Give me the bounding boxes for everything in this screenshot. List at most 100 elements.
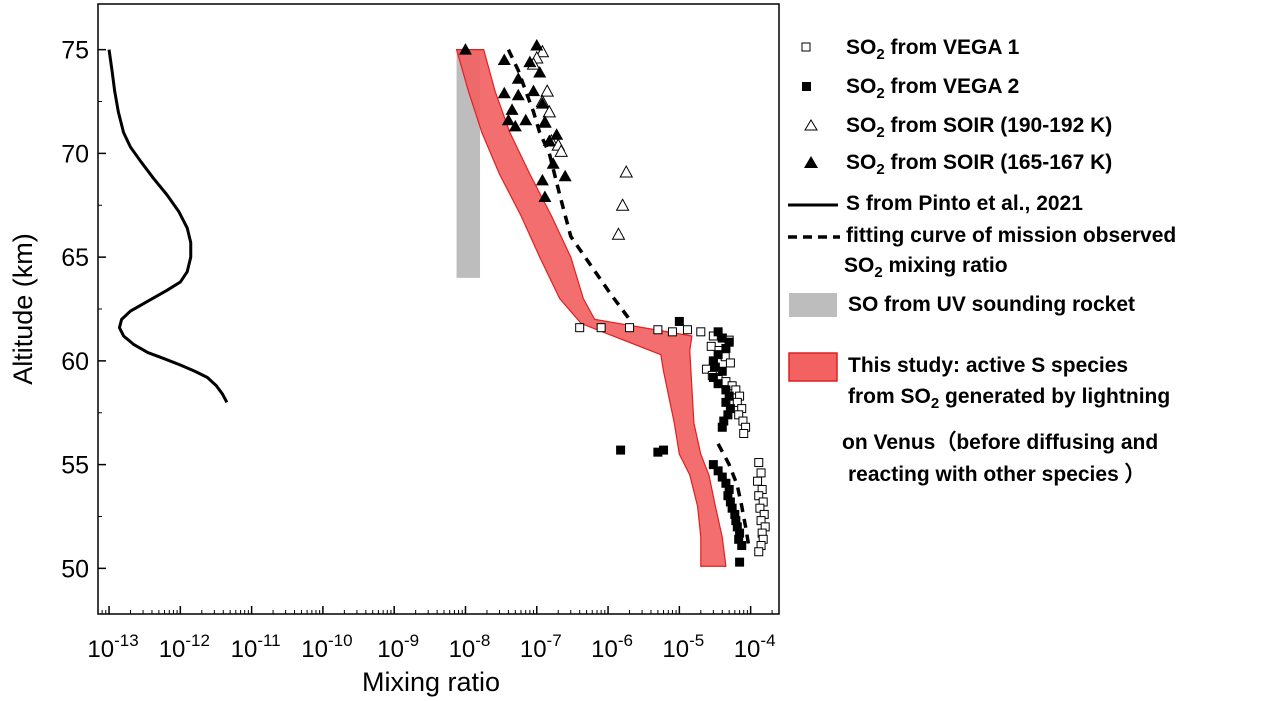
y-tick-label: 60 [61, 348, 89, 376]
soir-165-point [501, 113, 515, 126]
soir-190-point [619, 165, 634, 178]
points-layer [458, 38, 770, 567]
legend-label-pinto: S from Pinto et al., 2021 [846, 192, 1083, 215]
soir-165-point [535, 97, 549, 109]
soir-190-point [542, 104, 557, 118]
dashed-line-icon [788, 235, 840, 239]
soir-165-point [523, 55, 537, 68]
vega2-point [710, 362, 720, 372]
legend-label-soir190: SO2 from SOIR (190-192 K) [846, 114, 1113, 141]
soir-190-point [611, 227, 626, 240]
vega2-point [674, 316, 684, 326]
vega2-point [725, 404, 735, 414]
y-tick-label: 70 [61, 140, 89, 168]
vega1-point [754, 458, 764, 468]
legend-label-study-line2: from SO2 generated by lightning [848, 385, 1171, 412]
vega2-point [725, 497, 735, 507]
y-tick-label: 75 [61, 37, 89, 65]
soir-165-point [458, 43, 472, 55]
vega2-point [717, 333, 727, 343]
filled-square-marker-icon [802, 82, 811, 91]
vega2-point [713, 379, 723, 389]
vega2-point [721, 343, 731, 353]
soir-165-point [535, 173, 549, 186]
vega1-point [754, 547, 764, 557]
legend-label-study-line4: reacting with other species ） [848, 463, 1146, 486]
legend-label-vega1: SO2 from VEGA 1 [846, 36, 1020, 63]
soir-165-point [511, 72, 525, 84]
soir-165-point [530, 38, 544, 51]
x-tick-label: 10-5 [662, 631, 704, 663]
vega2-point [653, 447, 663, 457]
pinto-s-curve [107, 49, 229, 404]
gray-band-icon [789, 293, 837, 317]
legend-label-fit-line2: SO2 mixing ratio [844, 254, 1008, 281]
x-axis-label: Mixing ratio [362, 667, 500, 697]
vega1-point [653, 325, 663, 335]
legend-label-vega2: SO2 from VEGA 2 [846, 75, 1020, 102]
soir-190-point [615, 198, 630, 211]
x-tick-label: 10-10 [301, 631, 352, 663]
vega2-point [659, 445, 669, 455]
vega2-point [724, 391, 734, 401]
bands-layer [455, 49, 727, 567]
soir-165-point [546, 157, 560, 169]
open-square-marker-icon [801, 42, 811, 52]
soir-165-point [508, 119, 522, 132]
soir-165-point [527, 84, 541, 97]
vega1-point [701, 364, 711, 374]
vega1-point [696, 327, 706, 337]
vega2-point [717, 422, 727, 432]
vega2-point [735, 528, 745, 538]
y-tick-label: 65 [61, 244, 89, 272]
soir-165-point [533, 65, 547, 78]
x-tick-label: 10-6 [591, 631, 633, 663]
y-tick-label: 55 [61, 452, 89, 480]
vega2-point [735, 557, 745, 567]
vega2-point [734, 534, 744, 544]
vega1-point [596, 323, 606, 333]
soir-165-point [505, 103, 519, 115]
legend-label-fit-line1: fitting curve of mission observed [846, 224, 1177, 247]
x-tick-label: 10-11 [231, 631, 281, 663]
filled-triangle-marker-icon [804, 156, 818, 168]
soir-165-point [519, 113, 533, 126]
soir-165-point [497, 53, 511, 66]
vega2-point [708, 356, 718, 366]
vega2-point [730, 509, 740, 519]
vega1-point [756, 468, 766, 478]
vega2-point [731, 516, 741, 526]
vega2-point [727, 503, 737, 513]
vega2-point [717, 472, 727, 482]
x-tick-label: 10-12 [159, 631, 210, 663]
fitting-curve-upper [506, 48, 631, 321]
vega1-point [625, 323, 635, 333]
y-axis-label: Altitude (km) [8, 233, 38, 385]
vega2-point [708, 460, 718, 470]
vega2-point [708, 372, 718, 382]
soir-165-point [511, 88, 525, 101]
vega1-point [725, 358, 735, 368]
axes-layer: 10-13 10-12 10-11 10-10 10-9 10-8 10-7 10-6 10-5… [61, 37, 775, 663]
fitting-curve-lower [716, 443, 751, 548]
x-tick-label: 10-13 [87, 631, 138, 663]
soir-165-point [538, 190, 552, 202]
vega2-point [724, 337, 734, 347]
soir-165-point [558, 169, 572, 182]
x-tick-label: 10-4 [734, 631, 776, 663]
vega2-point [713, 327, 723, 337]
lightning-study-band [455, 49, 727, 567]
vega2-point [723, 410, 733, 420]
vega1-point [753, 476, 763, 486]
soir-165-point [550, 128, 564, 140]
soir-165-point [497, 86, 511, 99]
x-tick-label: 10-9 [377, 631, 419, 663]
x-tick-label: 10-8 [449, 631, 491, 663]
vega1-point [706, 341, 716, 351]
vega2-point [721, 478, 731, 488]
legend-label-study-line3: on Venus（before diffusing and [842, 431, 1159, 454]
vega2-point [719, 416, 729, 426]
vega2-point [723, 491, 733, 501]
legend-label-rocket: SO from UV sounding rocket [848, 293, 1136, 316]
legend-label-soir165: SO2 from SOIR (165-167 K) [846, 151, 1113, 178]
